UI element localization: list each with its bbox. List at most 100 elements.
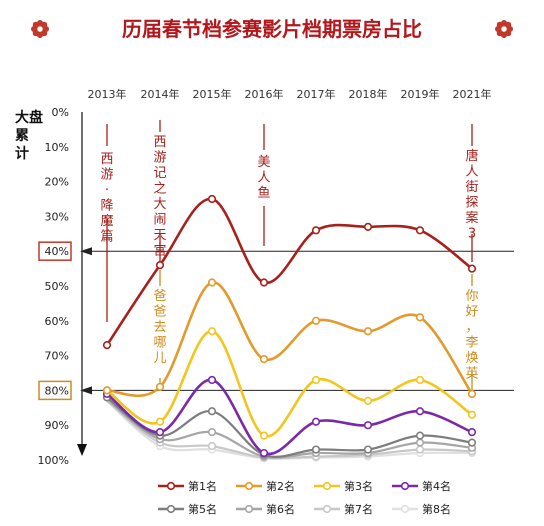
y-tick-label: 90% [45,419,69,432]
annotation-text: 哪 [153,336,166,351]
annotation-text: · [105,183,109,198]
series-point-7 [207,441,217,451]
x-tick-label: 2018年 [349,87,388,101]
series-line-2 [106,281,474,397]
series-point-5 [467,438,477,447]
series-point-2 [363,327,373,336]
annotation-text: 记 [153,166,166,181]
legend-swatch-marker [322,504,332,514]
series-point-1 [467,264,477,273]
y-tick-label: 70% [45,350,69,363]
series-point-4 [467,428,477,437]
series-point-3 [207,327,217,336]
legend-swatch-marker [166,504,176,514]
series-point-2 [207,278,217,287]
annotation-text: 探 [465,196,478,211]
y-tick-label: 80% [45,384,69,397]
annotation-text: 焕 [465,351,478,366]
annotation-text: 英 [465,367,478,382]
annotation-text: 好 [465,305,478,320]
annotation-text: 天 [153,228,166,243]
annotation-text: 西 [153,135,166,150]
x-tick-label: 2017年 [297,87,336,101]
series-point-1 [155,261,165,270]
annotation-text: 唐 [465,148,478,164]
series-point-2 [102,386,112,395]
y-tick-label: 40% [45,245,69,258]
title-ornament-right-icon [495,20,513,38]
y-tick-highlight-box [38,241,72,261]
y-tick-highlight-box [38,380,72,401]
legend-swatch-marker [244,481,254,491]
annotation-text: 3 [468,227,476,242]
title-ornament-left-icon [31,20,49,38]
series-point-1 [311,226,321,235]
series-point-7 [415,445,425,454]
annotation-text: 李 [465,336,478,351]
legend-label: 第2名 [266,479,295,493]
annotation-text: 人 [465,165,478,180]
series-point-4 [415,407,425,416]
reference-arrow-icon [80,386,92,395]
annotation-text: 降 [100,199,113,214]
legend-label: 第5名 [188,502,217,516]
series-point-5 [415,431,425,440]
x-tick-label: 2019年 [401,87,440,101]
series-point-1 [415,226,425,235]
series-point-6 [415,438,425,447]
series-point-2 [415,313,425,322]
y-axis-arrow-icon [77,444,87,456]
series-point-1 [207,194,217,204]
annotation-text: 宫 [153,244,166,259]
series-point-3 [259,431,269,440]
series-point-3 [415,375,425,385]
legend-swatch-marker [166,481,176,491]
annotation-text: 爸 [153,305,166,320]
series-point-3 [467,410,477,419]
annotation-text: 爸 [153,289,166,304]
series-line-4 [106,378,473,456]
legend-label: 第7名 [344,502,373,516]
annotation-text: 闹 [153,213,166,228]
legend-label: 第4名 [422,479,451,493]
y-axis-label-char: 盘 [29,109,43,126]
y-tick-label: 0% [52,106,69,119]
series-point-2 [311,316,321,325]
series-point-1 [363,222,373,231]
annotation-text: 篇 [100,230,113,245]
annotation-text: 你 [465,289,478,304]
legend-label: 第6名 [266,502,295,516]
annotation-text: 游 [100,168,113,183]
series-point-4 [155,428,165,437]
legend-swatch-marker [400,504,410,514]
series-point-3 [311,375,321,385]
y-tick-label: 20% [45,176,69,189]
y-axis-label-char: 大 [15,109,29,126]
annotation-text: ， [465,320,478,335]
annotation-text: 去 [153,320,166,335]
legend-label: 第8名 [422,502,451,516]
series-line-3 [106,329,473,438]
y-axis-label-char: 计 [15,145,29,162]
series-point-3 [363,396,373,405]
series-point-1 [102,341,112,350]
x-tick-label: 2021年 [453,87,492,101]
y-tick-label: 60% [45,315,69,328]
legend-swatch-marker [400,481,410,491]
annotation-text: 西 [100,152,113,167]
legend-swatch-marker [322,481,332,491]
series-point-5 [207,407,217,416]
series-point-6 [207,428,217,437]
annotation-text: 儿 [153,351,166,366]
annotation-text: 游 [153,151,166,166]
y-axis-label-char: 累 [15,128,29,144]
annotation-text: 鱼 [257,185,270,201]
series-point-1 [259,278,269,287]
series-point-4 [207,375,217,385]
annotation-text: 之 [153,182,166,197]
y-tick-label: 10% [45,141,69,154]
chart-title: 历届春节档参赛影片档期票房占比 [122,17,422,41]
annotation-text: 案 [465,211,478,226]
reference-arrow-icon [80,247,92,256]
